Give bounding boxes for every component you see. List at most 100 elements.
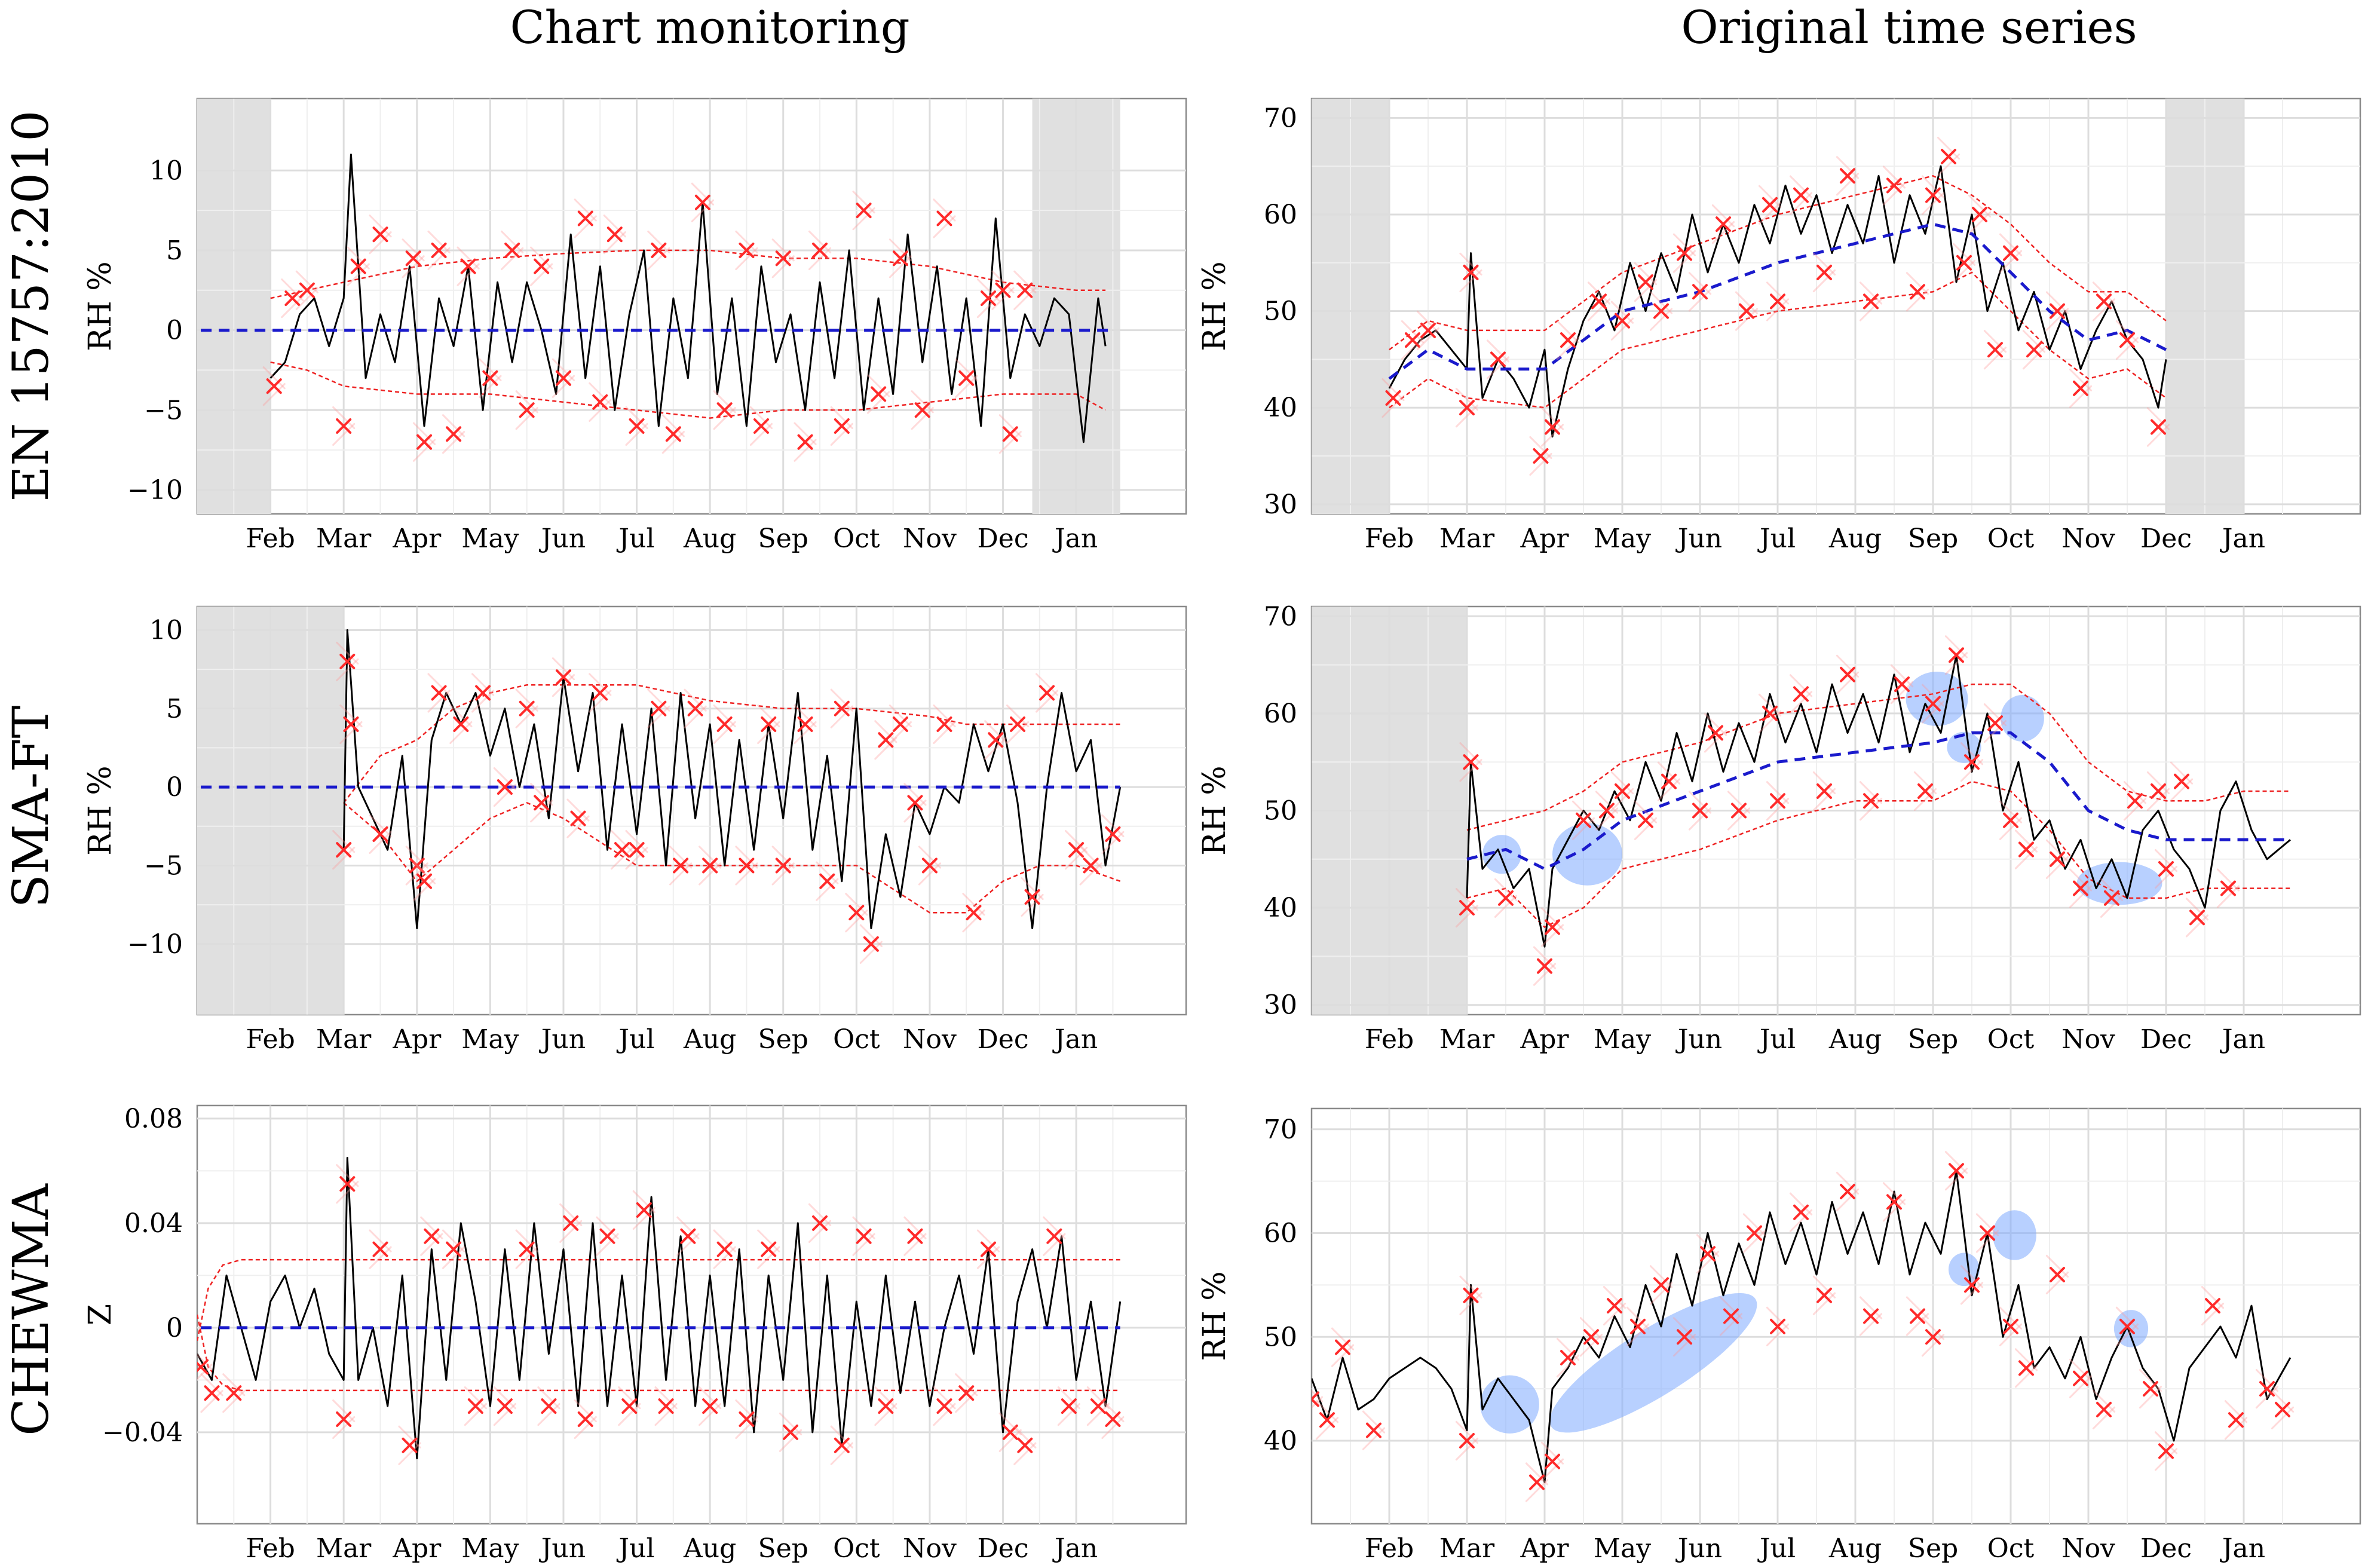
alarm-marker — [808, 230, 832, 271]
x-tick-label-oct: Oct — [833, 1533, 880, 1564]
highlight-region-0 — [1480, 1375, 1539, 1434]
alarm-marker — [1006, 704, 1030, 745]
x-tick-label-jun: Jun — [1675, 523, 1722, 554]
observed-series — [1388, 165, 2167, 438]
y-tick-label: −5 — [144, 850, 183, 881]
y-tick-label: 60 — [1264, 200, 1297, 230]
alarm-marker — [1610, 771, 1634, 811]
x-tick-label-may: May — [461, 1024, 519, 1055]
alarm-marker — [1983, 703, 2007, 743]
alarm-marker — [2069, 368, 2093, 408]
x-tick-label-dec: Dec — [978, 1533, 1029, 1564]
alarm-marker — [493, 1386, 516, 1426]
alarm-marker — [830, 1425, 853, 1465]
alarm-marker — [1758, 693, 1782, 733]
alarm-marker — [1101, 1399, 1125, 1440]
alarm-marker — [1812, 1275, 1836, 1315]
x-tick-label-sep: Sep — [758, 1024, 808, 1055]
alarm-marker — [699, 1386, 722, 1426]
alarm-marker — [1657, 761, 1681, 801]
x-tick-label-dec: Dec — [2140, 523, 2192, 554]
alarm-marker — [1459, 252, 1482, 293]
observed-series — [197, 1157, 1122, 1460]
y-tick-label: 5 — [166, 694, 183, 724]
alarm-marker — [369, 1229, 392, 1269]
alarm-marker — [874, 720, 897, 760]
alarm-marker — [998, 1412, 1022, 1452]
y-tick-label: −5 — [144, 395, 183, 425]
alarm-marker — [1968, 194, 1992, 235]
alarm-marker — [1043, 1216, 1066, 1256]
alarm-marker — [757, 704, 780, 745]
highlight-region-1 — [1549, 1293, 1757, 1433]
alarm-marker — [1758, 185, 1782, 225]
alarm-marker — [2170, 761, 2194, 801]
x-tick-label-aug: Aug — [683, 523, 736, 554]
alarm-marker — [332, 830, 356, 870]
alarm-marker — [1672, 233, 1696, 273]
alarm-marker — [471, 673, 495, 713]
panel-en-chart-monitoring: Feb Mar Apr May Jun Jul Aug Sep Oct Nov Dec Jan 10 5 0… — [82, 97, 1187, 554]
x-tick-label-aug: Aug — [1828, 1024, 1882, 1055]
alarm-marker — [933, 1386, 956, 1426]
plot-area — [196, 1104, 1187, 1525]
alarm-marker — [1401, 320, 1425, 360]
alarm-marker — [2092, 1389, 2116, 1429]
alarm-marker — [412, 861, 436, 901]
alarm-marker — [1603, 1286, 1626, 1326]
alarm-marker — [903, 783, 927, 823]
alarm-marker — [2014, 829, 2038, 869]
alarm-marker — [427, 230, 451, 271]
y-axis-label: RH % — [1197, 765, 1233, 855]
alarm-marker — [449, 704, 473, 745]
alarm-marker — [262, 366, 286, 406]
y-tick-label: 30 — [1264, 489, 1297, 520]
x-tick-label-jul: Jul — [617, 523, 655, 554]
alarm-marker — [2139, 1369, 2162, 1409]
alarm-marker — [332, 406, 356, 446]
y-axis-label: RH % — [82, 261, 118, 351]
x-tick-label-oct: Oct — [833, 523, 880, 554]
alarm-marker — [1579, 1317, 1603, 1357]
alarm-marker — [713, 1229, 736, 1269]
alarm-marker — [1859, 1296, 1883, 1336]
alarm-marker — [749, 406, 773, 446]
y-tick-label: 10 — [149, 615, 183, 645]
alarm-marker — [1727, 791, 1751, 831]
alarm-marker — [200, 1373, 223, 1413]
alarm-marker — [1999, 1306, 2023, 1346]
plot-area — [1310, 1107, 2361, 1525]
alarm-marker — [918, 846, 942, 886]
alarm-marker — [1960, 742, 1984, 782]
alarm-marker — [830, 406, 853, 446]
highlight-region-5 — [2076, 862, 2162, 905]
x-tick-label-jul: Jul — [617, 1024, 655, 1055]
upper-limit — [343, 684, 1120, 804]
x-tick-label-apr: Apr — [1520, 523, 1570, 554]
y-axis-label: RH % — [1197, 261, 1233, 351]
alarm-marker — [2014, 1348, 2038, 1388]
column-title-right: Original time series — [1681, 1, 2137, 54]
alarm-marker — [1789, 674, 1813, 714]
x-tick-label-feb: Feb — [1365, 1024, 1414, 1055]
alarm-marker — [816, 861, 839, 901]
row-label-en15757: EN 15757:2010 — [3, 111, 60, 502]
alarm-marker — [589, 382, 612, 422]
alarm-marker — [2069, 1358, 2093, 1398]
observed-series — [1312, 1169, 2292, 1483]
alarm-marker — [1013, 270, 1037, 310]
y-tick-label: 70 — [1264, 1114, 1297, 1145]
x-tick-label-may: May — [1594, 1533, 1651, 1564]
alarm-marker — [955, 1373, 978, 1413]
lower-limit — [1389, 271, 2167, 409]
alarm-marker — [552, 358, 575, 398]
alarm-marker — [1634, 800, 1658, 840]
alarm-marker — [347, 246, 370, 286]
alarm-marker — [889, 704, 912, 745]
y-tick-label: 70 — [1264, 601, 1297, 632]
x-tick-label-dec: Dec — [2140, 1024, 2192, 1055]
panel-en-original-series: Feb Mar Apr May Jun Jul Aug Sep Oct Nov Dec Jan 70 60… — [1197, 97, 2361, 554]
x-tick-label-oct: Oct — [1987, 523, 2035, 554]
alarm-marker — [618, 1386, 641, 1426]
alarm-marker — [442, 1229, 465, 1269]
